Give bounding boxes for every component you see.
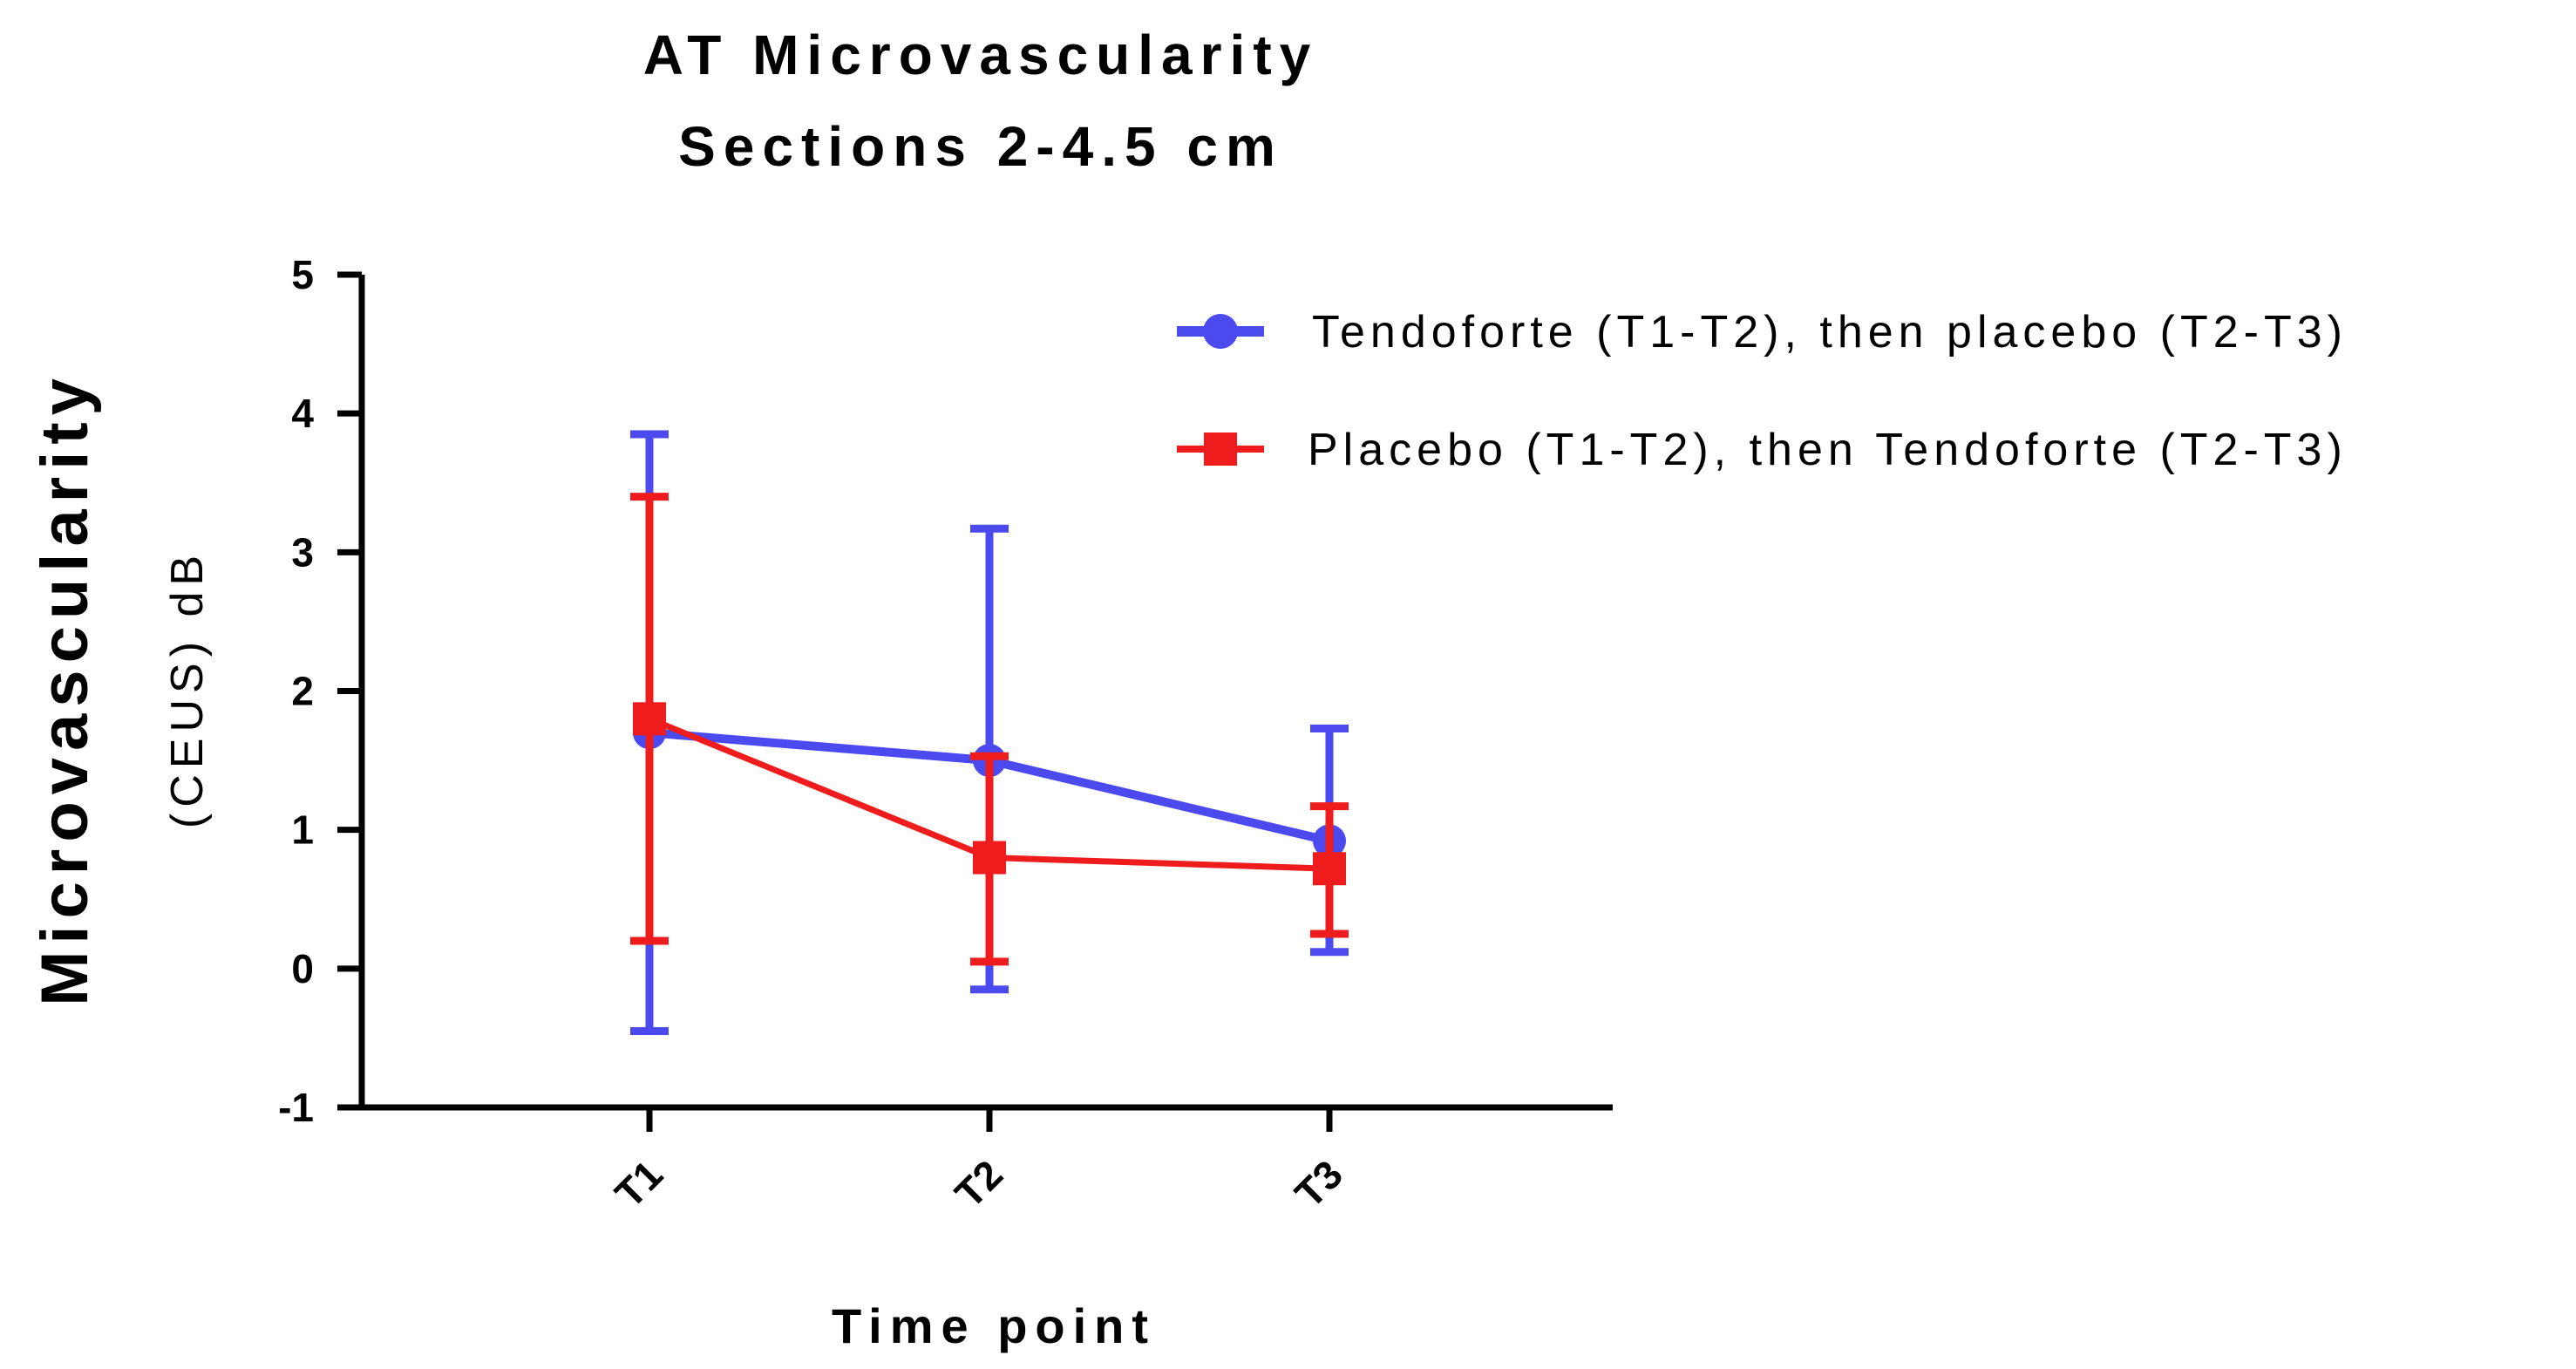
legend-marker [1204, 432, 1237, 466]
x-tick-label: T1 [606, 1151, 671, 1216]
y-tick-label: 0 [291, 946, 314, 991]
chart-subtitle: Sections 2-4.5 cm [678, 115, 1283, 178]
data-point [1313, 852, 1346, 886]
y-tick-label: -1 [278, 1085, 314, 1130]
series-layer [630, 430, 1349, 1035]
y-axis-label: Microvascularity [28, 371, 102, 1006]
x-tick-label: T3 [1286, 1151, 1351, 1216]
x-axis-label: Time point [832, 1298, 1156, 1353]
legend-label: Tendoforte (T1-T2), then placebo (T2-T3) [1312, 307, 2348, 358]
legend-item-2: Placebo (T1-T2), then Tendoforte (T2-T3) [1177, 425, 2348, 475]
data-point [633, 702, 666, 736]
legend-label: Placebo (T1-T2), then Tendoforte (T2-T3) [1308, 425, 2348, 475]
legend-item-1: Tendoforte (T1-T2), then placebo (T2-T3) [1177, 307, 2348, 358]
legend: Tendoforte (T1-T2), then placebo (T2-T3)… [1177, 307, 2348, 475]
x-tick-label: T2 [946, 1151, 1011, 1216]
legend-marker [1203, 314, 1238, 349]
series-2 [630, 493, 1349, 966]
y-tick-label: 2 [291, 669, 314, 714]
axes: -1 0 1 2 3 4 5 T1 T2 T3 [278, 252, 1613, 1216]
chart-title: AT Microvascularity [643, 24, 1318, 86]
y-tick-label: 5 [291, 252, 314, 297]
y-tick-label: 1 [291, 807, 314, 853]
y-tick-label: 4 [291, 391, 314, 436]
data-point [973, 841, 1006, 875]
y-axis-units-label: (CEUS) dB [162, 549, 213, 828]
y-tick-label: 3 [291, 529, 314, 575]
